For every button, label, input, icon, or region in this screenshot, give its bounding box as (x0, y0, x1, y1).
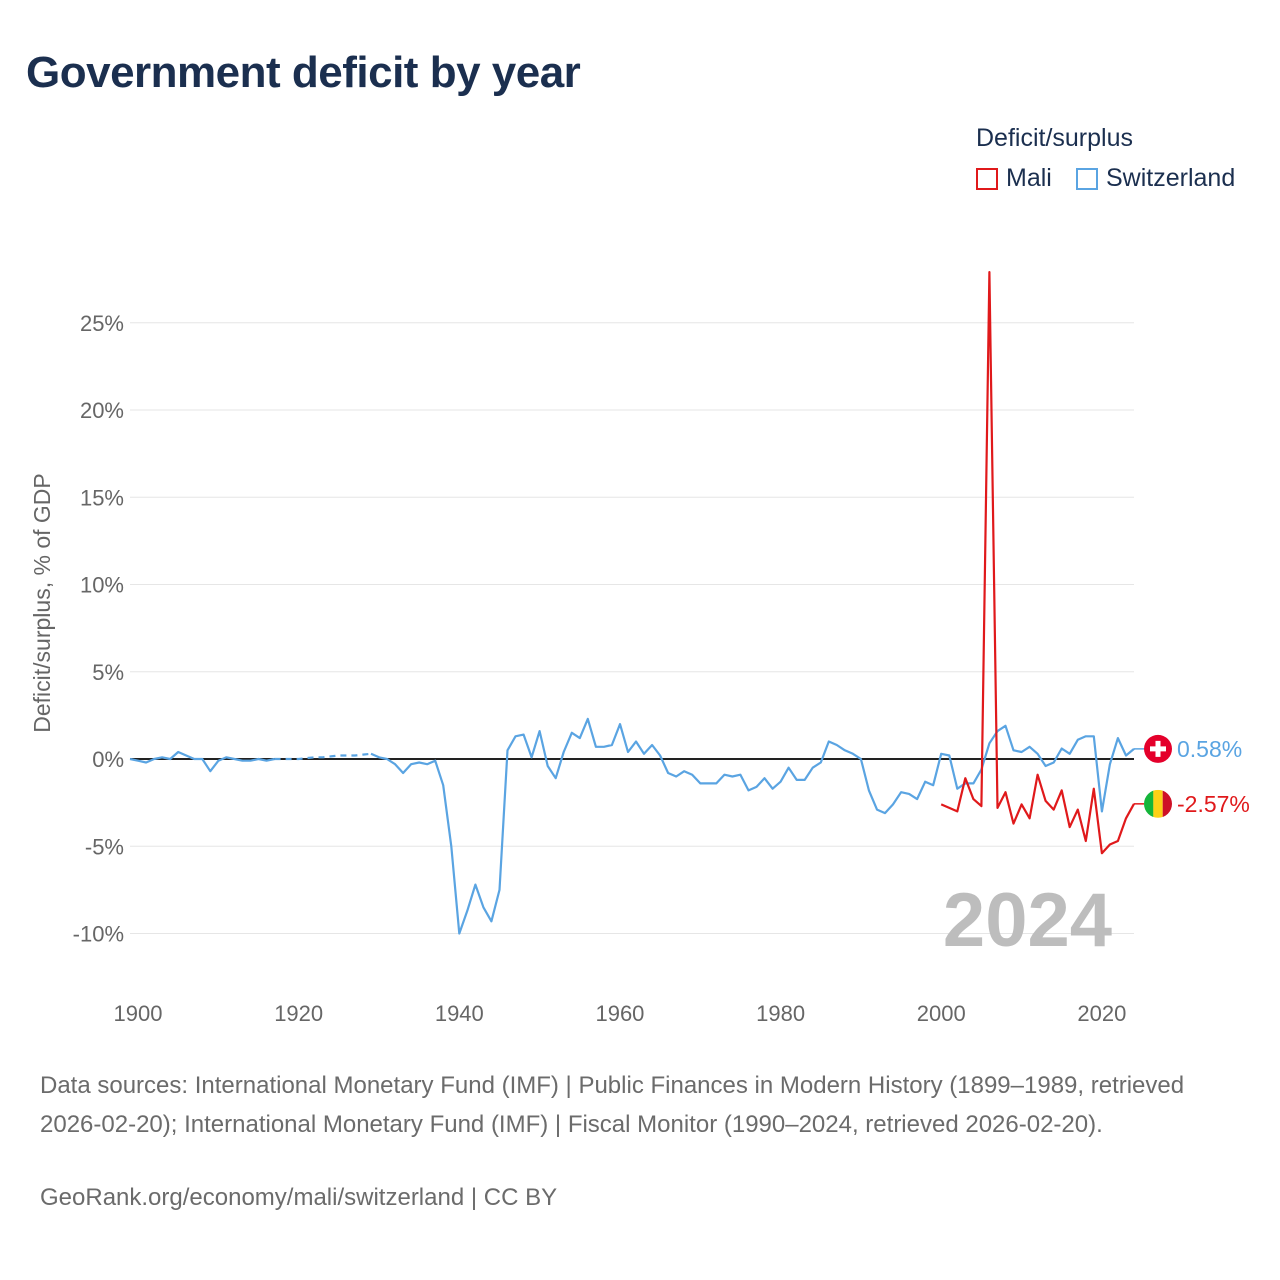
x-axis-ticks: 1900 1920 1940 1960 1980 2000 2020 (114, 1001, 1127, 1026)
x-tick-label: 1960 (595, 1001, 644, 1026)
y-axis-ticks: -10% -5% 0% 5% 10% 15% 20% 25% (73, 311, 124, 947)
y-tick-label: 15% (80, 485, 124, 510)
y-axis-label: Deficit/surplus, % of GDP (29, 473, 55, 732)
x-tick-label: 2020 (1077, 1001, 1126, 1026)
y-tick-label: 25% (80, 311, 124, 336)
data-source-note: Data sources: International Monetary Fun… (40, 1072, 1185, 1138)
series-line-switzerland (129, 750, 275, 773)
end-value-label-switzerland: 0.58% (1177, 736, 1242, 762)
legend-label-mali: Mali (1006, 164, 1052, 192)
legend-label-switzerland: Switzerland (1106, 164, 1236, 192)
credit-link[interactable]: GeoRank.org/economy/mali/switzerland | C… (40, 1184, 558, 1211)
x-tick-label: 1980 (756, 1001, 805, 1026)
x-tick-label: 1920 (274, 1001, 323, 1026)
y-tick-label: 5% (92, 660, 124, 685)
mali-flag-icon (1144, 789, 1172, 818)
current-year-label: 2024 (943, 878, 1112, 963)
y-tick-label: 10% (80, 573, 124, 598)
legend-item-switzerland[interactable]: Switzerland (1076, 164, 1235, 193)
grid-lines (130, 322, 1134, 934)
flag-cross-horizontal (1150, 746, 1166, 752)
x-tick-label: 1900 (114, 1001, 163, 1026)
legend-title: Deficit/surplus (976, 124, 1133, 152)
legend-swatch-switzerland (1076, 167, 1098, 190)
y-tick-label: 0% (92, 747, 124, 772)
flag-stripe-yellow (1153, 789, 1163, 818)
legend-swatch-mali (976, 167, 998, 190)
legend-item-mali[interactable]: Mali (976, 164, 1052, 193)
flag-stripe-red (1162, 789, 1172, 818)
x-tick-label: 2000 (917, 1001, 966, 1026)
flag-stripe-green (1144, 789, 1154, 818)
series-lines (129, 271, 1135, 935)
y-tick-label: -10% (73, 922, 124, 947)
y-tick-label: -5% (85, 834, 124, 859)
series-line-switzerland (274, 752, 372, 761)
end-markers: 0.58% -2.57% (1134, 734, 1250, 818)
y-tick-label: 20% (80, 398, 124, 423)
series-line-switzerland (370, 717, 1135, 935)
chart-title: Government deficit by year (26, 48, 581, 97)
end-value-label-mali: -2.57% (1177, 791, 1250, 817)
line-chart: -10% -5% 0% 5% 10% 15% 20% 25% 1900 1920 1940 1960… (29, 271, 1250, 1026)
x-tick-label: 1940 (435, 1001, 484, 1026)
series-line-mali (940, 271, 1135, 855)
